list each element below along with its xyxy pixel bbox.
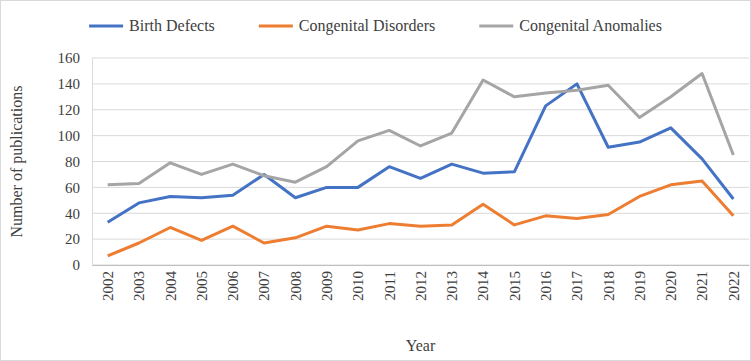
x-tick: 2019 <box>632 265 648 301</box>
legend-item: Birth Defects <box>89 17 215 34</box>
x-tick: 2020 <box>663 265 679 301</box>
x-axis-line <box>93 265 750 266</box>
x-tick: 2009 <box>319 265 335 301</box>
grid-line <box>92 213 749 214</box>
x-tick-label: 2020 <box>663 271 679 301</box>
x-tick-label: 2010 <box>350 271 366 301</box>
x-tick: 2005 <box>194 265 210 301</box>
y-axis-line <box>92 59 93 266</box>
x-tick: 2011 <box>382 265 398 300</box>
x-tick-label: 2014 <box>475 271 491 302</box>
grid-line <box>92 265 749 266</box>
x-tick-label: 2019 <box>632 271 648 301</box>
grid-line <box>92 161 749 162</box>
x-tick: 2010 <box>350 265 366 301</box>
x-tick-label: 2022 <box>726 271 742 301</box>
x-tick-label: 2002 <box>100 271 116 301</box>
plot-area: 0204060801001201401602002200320042005200… <box>58 50 750 301</box>
grid-line <box>92 83 749 84</box>
x-tick: 2021 <box>694 265 710 301</box>
y-tick: 140 <box>58 76 93 92</box>
chart: 0204060801001201401602002200320042005200… <box>0 0 751 361</box>
y-tick-label: 60 <box>65 180 80 196</box>
x-tick: 2017 <box>569 265 585 301</box>
grid <box>92 58 749 265</box>
y-tick-label: 140 <box>58 76 81 92</box>
x-tick-label: 2006 <box>225 271 241 302</box>
y-tick-label: 80 <box>65 154 80 170</box>
x-tick: 2004 <box>163 265 179 301</box>
grid-line <box>92 58 749 59</box>
y-tick: 20 <box>65 231 92 247</box>
y-tick: 40 <box>65 206 92 222</box>
y-tick-label: 0 <box>73 257 81 273</box>
y-tick-label: 40 <box>65 206 80 222</box>
x-tick: 2018 <box>601 265 617 301</box>
x-axis: 2002 2003 2004 2005 2006 2007 2008 2009 2010 2011… <box>93 265 750 301</box>
series-line <box>108 84 734 222</box>
x-tick-label: 2012 <box>413 271 429 301</box>
x-tick: 2015 <box>507 265 523 301</box>
legend-swatch <box>259 25 293 28</box>
grid-line <box>92 239 749 240</box>
legend-item: Congenital Anomalies <box>479 17 662 35</box>
x-tick-label: 2011 <box>382 271 398 300</box>
y-axis-title: Number of publications <box>8 86 26 238</box>
x-tick: 2012 <box>413 265 429 301</box>
legend-label: Birth Defects <box>129 17 215 34</box>
x-tick: 2002 <box>100 265 116 301</box>
x-tick-label: 2015 <box>507 271 523 301</box>
x-tick: 2013 <box>444 265 460 301</box>
y-tick: 0 <box>73 257 93 273</box>
legend-label: Congenital Anomalies <box>519 17 662 35</box>
y-tick: 100 <box>58 128 93 144</box>
y-tick-label: 20 <box>65 231 80 247</box>
legend: Birth Defects Congenital Disorders Congeni… <box>89 17 662 35</box>
y-tick-label: 160 <box>58 50 81 66</box>
x-tick: 2016 <box>538 265 554 301</box>
x-tick: 2006 <box>225 265 241 301</box>
x-tick-label: 2013 <box>444 271 460 301</box>
y-tick: 80 <box>65 154 92 170</box>
grid-line <box>92 187 749 188</box>
series-line <box>108 74 734 185</box>
x-tick-label: 2008 <box>288 271 304 301</box>
y-tick: 160 <box>58 50 93 66</box>
x-tick: 2014 <box>475 265 491 301</box>
y-tick-label: 100 <box>58 128 81 144</box>
x-tick-label: 2016 <box>538 271 554 302</box>
x-tick: 2003 <box>131 265 147 301</box>
legend-label: Congenital Disorders <box>299 17 435 35</box>
x-tick: 2008 <box>288 265 304 301</box>
x-axis-title: Year <box>406 337 436 354</box>
y-tick: 120 <box>58 102 93 118</box>
x-tick-label: 2009 <box>319 271 335 301</box>
x-tick-label: 2018 <box>601 271 617 301</box>
x-tick-label: 2021 <box>694 271 710 301</box>
x-tick-label: 2003 <box>131 271 147 301</box>
x-tick: 2007 <box>256 265 272 301</box>
x-tick-label: 2017 <box>569 271 585 302</box>
x-tick-label: 2004 <box>163 271 179 302</box>
series-line <box>108 181 734 256</box>
legend-swatch <box>479 25 513 28</box>
y-axis: 0 20 40 60 80 100 120 140 160 <box>58 50 93 273</box>
series-lines <box>108 74 734 256</box>
legend-swatch <box>89 25 123 28</box>
legend-item: Congenital Disorders <box>259 17 435 35</box>
x-tick-label: 2007 <box>256 271 272 302</box>
x-tick-label: 2005 <box>194 271 210 301</box>
chart-border <box>1 1 751 361</box>
x-tick: 2022 <box>726 265 742 301</box>
y-tick: 60 <box>65 180 92 196</box>
y-tick-label: 120 <box>58 102 81 118</box>
